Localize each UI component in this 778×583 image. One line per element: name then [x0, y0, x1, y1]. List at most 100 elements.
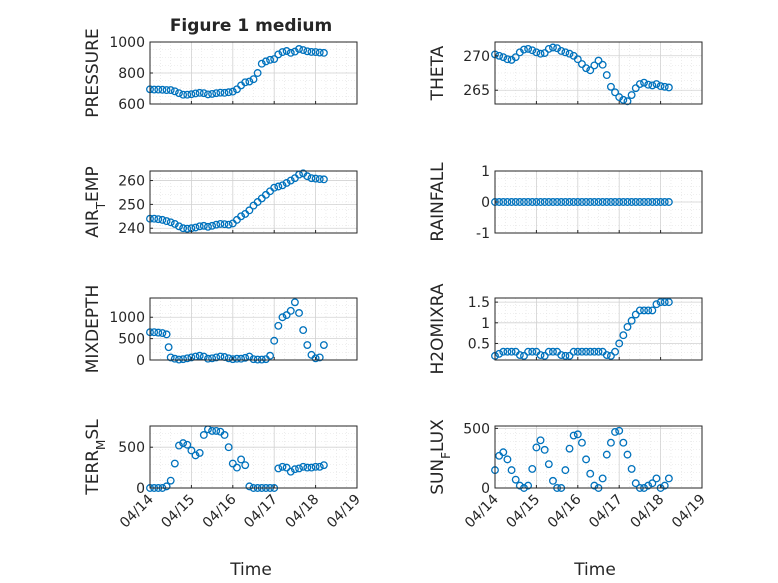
data-point: [619, 331, 628, 340]
data-point: [183, 440, 192, 449]
data-point: [652, 80, 661, 88]
data-point: [623, 97, 632, 106]
data-point: [582, 347, 591, 356]
data-point: [195, 88, 204, 97]
data-point: [299, 326, 308, 335]
y-tick-label: 0: [481, 195, 490, 211]
data-point: [627, 198, 636, 206]
y-tick-label: 0.5: [468, 336, 490, 352]
y-tick-label: 0: [481, 481, 490, 497]
x-axis-label-left: Time: [229, 560, 272, 580]
data-point: [536, 49, 545, 58]
data-point: [561, 466, 570, 475]
data-point: [590, 481, 599, 490]
data-point: [631, 84, 640, 93]
data-point: [224, 354, 233, 363]
axes-frame: [149, 425, 358, 489]
y-tick-label: 500: [118, 332, 145, 348]
data-point: [582, 198, 591, 206]
data-point: [532, 443, 541, 452]
y-tick-label: 250: [118, 197, 145, 213]
data-point: [158, 329, 167, 338]
data-point: [582, 64, 591, 73]
data-point: [204, 90, 212, 99]
data-point: [220, 220, 229, 229]
data-point: [195, 351, 204, 360]
data-point: [150, 328, 159, 337]
y-axis-label: H2OMIXRA: [428, 283, 448, 374]
data-point: [524, 481, 533, 490]
data-point: [307, 47, 316, 56]
data-point: [299, 462, 308, 471]
y-axis-label: TERRMSL: [83, 419, 108, 496]
data-point: [640, 78, 648, 87]
data-point: [224, 443, 233, 452]
data-point: [640, 198, 648, 206]
data-point: [615, 426, 624, 435]
data-point: [303, 341, 312, 349]
data-point: [586, 469, 595, 478]
data-point: [286, 48, 295, 57]
data-point: [232, 354, 241, 363]
data-point: [191, 451, 200, 460]
data-point: [664, 198, 673, 206]
subplot-theta: 265 270 THETA: [428, 41, 703, 106]
figure-title: Figure 1 medium: [170, 16, 332, 36]
data-point: [499, 347, 508, 356]
data-point: [549, 43, 557, 52]
data-point: [503, 198, 512, 206]
data-point: [549, 198, 557, 206]
data-point: [561, 351, 570, 360]
data-point: [199, 431, 208, 439]
data-point: [315, 48, 324, 57]
axes-frame: [494, 41, 703, 105]
data-point: [319, 48, 328, 57]
data-point: [561, 48, 570, 57]
axes-frame: [149, 170, 358, 234]
data-point: [565, 198, 574, 206]
data-point: [162, 330, 171, 339]
data-point: [528, 464, 537, 473]
data-point: [565, 49, 574, 58]
data-point: [540, 351, 549, 360]
data-point: [199, 89, 208, 98]
data-point: [511, 198, 520, 206]
data-point: [245, 482, 254, 491]
data-point: [615, 339, 624, 348]
data-point: [565, 444, 574, 453]
data-point: [499, 448, 508, 457]
data-point: [245, 206, 254, 215]
data-point: [606, 351, 615, 360]
subplot-h2omixra: 0.5 1 1.5 H2OMIXRA: [428, 283, 703, 375]
data-point: [652, 300, 661, 309]
data-point: [577, 347, 586, 356]
data-point: [295, 309, 303, 317]
y-tick-label: 265: [463, 83, 490, 99]
data-point: [224, 220, 233, 229]
data-point: [311, 462, 320, 471]
y-tick-label: 500: [118, 440, 145, 456]
data-point: [175, 222, 183, 231]
data-point: [619, 95, 628, 104]
y-axis-label: PRESSURE: [83, 28, 103, 117]
y-axis-label: MIXDEPTH: [83, 285, 103, 374]
data-point: [290, 298, 299, 307]
data-point: [611, 198, 620, 206]
data-point: [594, 56, 603, 65]
data-point: [150, 214, 159, 223]
data-point: [561, 198, 570, 206]
data-point: [644, 306, 653, 315]
data-point: [307, 463, 316, 472]
y-axis-label: SUNFLUX: [428, 419, 453, 495]
data-point: [544, 460, 553, 469]
data-point: [619, 198, 628, 206]
data-point: [623, 450, 632, 459]
data-point: [166, 218, 175, 227]
y-tick-label: 1: [481, 164, 490, 180]
data-point: [549, 476, 557, 485]
data-point: [631, 310, 640, 319]
data-point: [295, 464, 303, 473]
data-point: [212, 220, 221, 229]
data-point: [315, 175, 324, 184]
